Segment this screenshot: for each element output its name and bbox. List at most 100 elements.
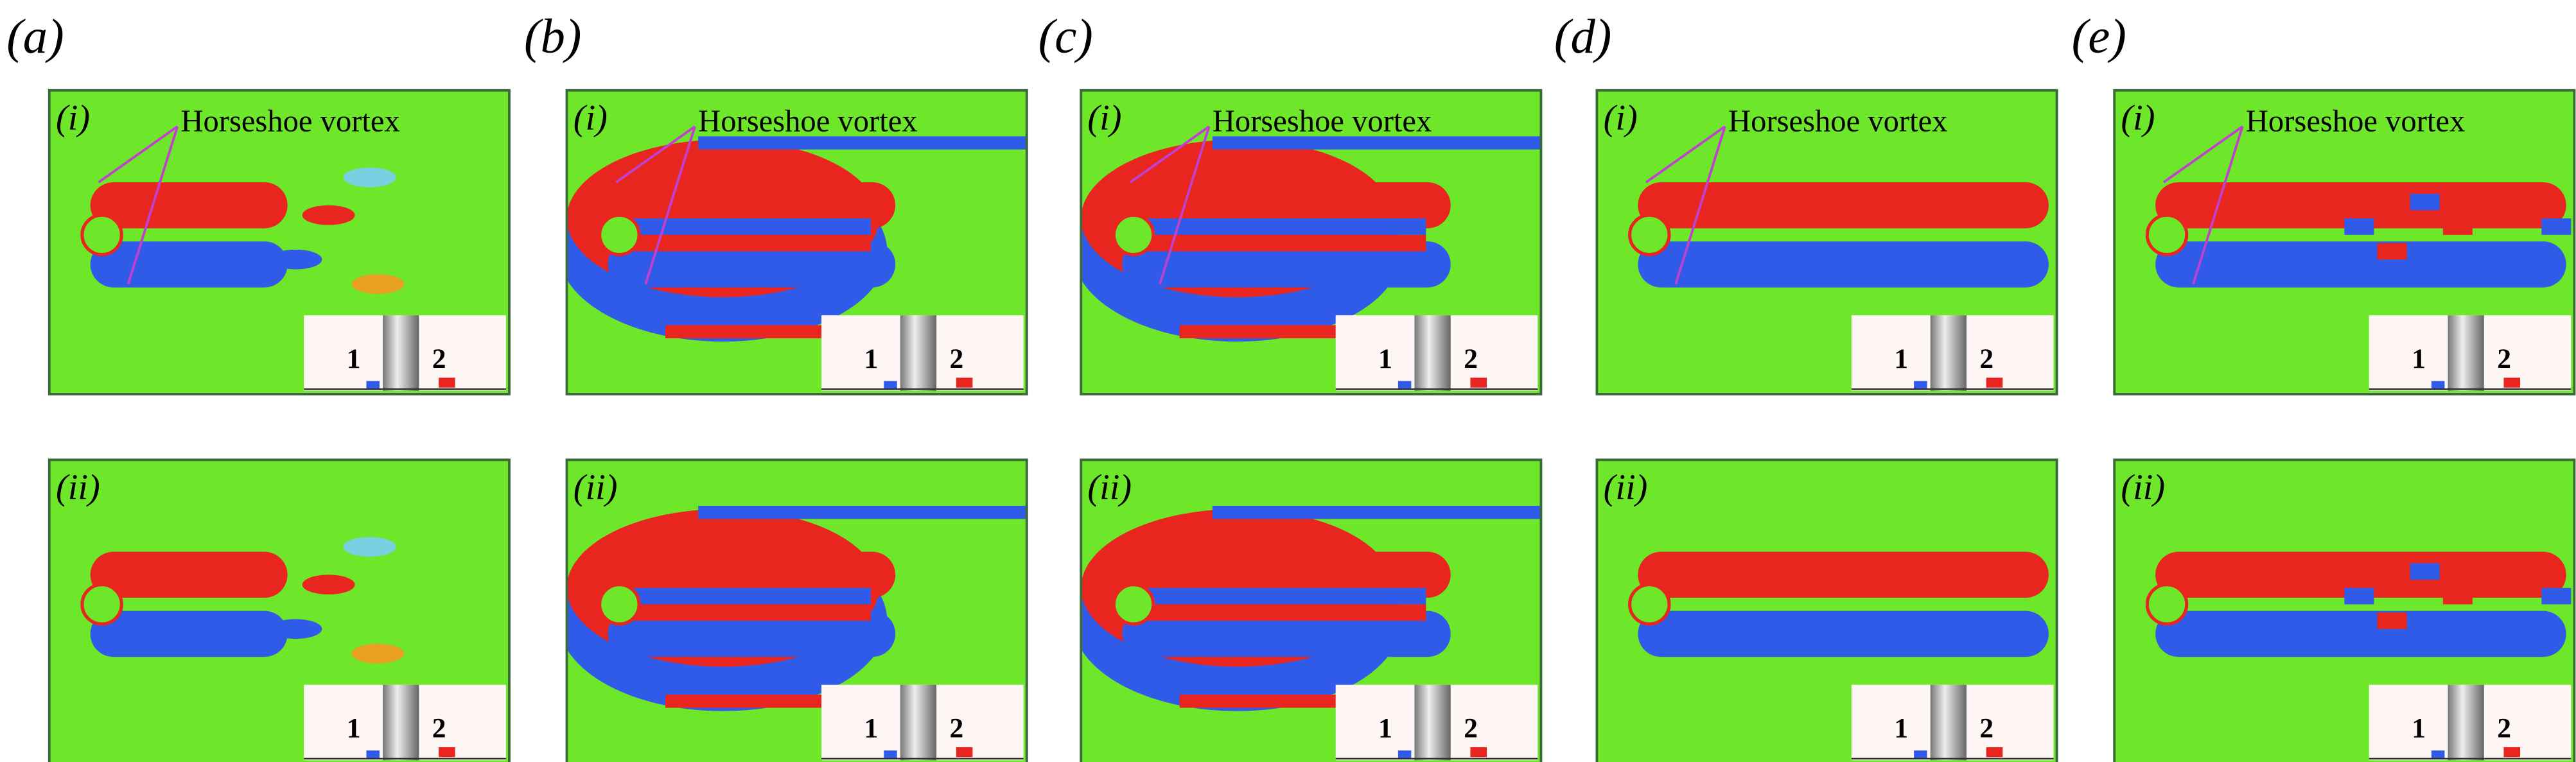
blue-wake (90, 610, 288, 657)
red-inner (1146, 234, 1426, 252)
blue-streak (1212, 136, 1541, 150)
blue-inner (1146, 218, 1426, 235)
cylinder (80, 213, 123, 257)
cylinder (598, 583, 641, 626)
inset-blue (2431, 750, 2445, 759)
cylinder (1628, 583, 1671, 626)
inset-label: 2 (950, 713, 964, 744)
inset-label: 1 (347, 713, 361, 744)
inset-blue (2431, 381, 2445, 390)
inset-cylinder (2448, 315, 2484, 391)
cylinder (1112, 213, 1155, 257)
red-wake (2155, 182, 2566, 229)
flow-panel: 1 2 (ii) (48, 458, 511, 762)
red-wake (90, 182, 288, 229)
blue-wake (608, 610, 896, 657)
turbulent-patch (2442, 218, 2473, 235)
flow-panel: 1 2(ii) (565, 458, 1028, 762)
annotation-arrow (1674, 126, 1726, 285)
inset-red (2503, 377, 2521, 388)
turbulent-patch (2509, 563, 2539, 580)
inset-red (1470, 747, 1487, 758)
inset-label: 2 (1464, 343, 1478, 374)
inset-red (438, 377, 455, 388)
vortex-blob (343, 537, 396, 557)
inset-blue (884, 381, 897, 390)
inset-cylinder (383, 315, 419, 391)
flow-field (566, 460, 1027, 762)
cylinder (598, 213, 641, 257)
red-wake (1122, 551, 1451, 598)
red-wake (1638, 551, 2049, 598)
cylinder (1628, 213, 1671, 257)
inset-label: 1 (1378, 713, 1392, 744)
cylinder (2145, 213, 2189, 257)
inset-red (956, 377, 973, 388)
red-wake (608, 182, 896, 229)
inset-label: 1 (1894, 343, 1908, 374)
panel-label: (d) (1554, 9, 1611, 64)
cylinder (80, 583, 123, 626)
turbulent-patch (2344, 587, 2374, 605)
panel-border (48, 458, 511, 762)
vortex-blob (269, 619, 322, 639)
inset-blue (1914, 381, 1927, 390)
annotation-arrow (98, 125, 179, 184)
red-inner (632, 234, 871, 252)
vortex-blob (302, 575, 355, 595)
turbulent-patch (2410, 563, 2440, 580)
blue-wake (90, 241, 288, 288)
panel-border (2113, 89, 2576, 395)
inset-red (1986, 377, 2003, 388)
inset-red (1986, 747, 2003, 758)
panel-border (1080, 458, 1543, 762)
inset-red (1470, 377, 1487, 388)
turbulent-patch (2475, 612, 2506, 629)
flow-panel: 1 2(ii) (1080, 458, 1543, 762)
turbulent-patch (2541, 218, 2572, 235)
turbulent-patch (2509, 193, 2539, 211)
inset-label: 1 (864, 713, 879, 744)
turbulent-patch (2442, 587, 2473, 605)
annotation-arrow (127, 126, 179, 285)
inset-cylinder (1930, 684, 1967, 761)
annotation-arrow (1645, 125, 1726, 184)
blue-wake (1122, 610, 1451, 657)
inset-label: 1 (2412, 343, 2426, 374)
turbulent-patch (2410, 193, 2440, 211)
row-label: (i) (1604, 98, 1638, 138)
inset-blue (1914, 750, 1927, 759)
blue-wake (608, 241, 896, 288)
flow-panel: 1 2(ii) (2113, 458, 2576, 762)
row-label: (i) (2121, 98, 2155, 138)
panel-border (48, 89, 511, 395)
turbulent-patch (2311, 193, 2342, 211)
inset-cylinder (1930, 315, 1967, 391)
panel-label: (b) (524, 9, 581, 64)
inset-blue (366, 381, 380, 390)
row-label: (i) (1087, 98, 1121, 138)
vortex-blob (351, 274, 405, 294)
turbulent-patch (2541, 587, 2572, 605)
row-label: (ii) (56, 468, 100, 508)
blue-streak (698, 136, 1027, 150)
turbulent-patch (2377, 612, 2407, 629)
inset-label: 2 (2497, 713, 2511, 744)
turbulent-patch (2475, 243, 2506, 260)
blue-streak (698, 505, 1027, 519)
inset-label: 2 (1464, 713, 1478, 744)
inset-cylinder (2448, 684, 2484, 761)
panel-border (1080, 89, 1543, 395)
blue-inner (632, 587, 871, 605)
inset-blue (1398, 750, 1412, 759)
turbulent-patch (2311, 563, 2342, 580)
inset-cylinder (383, 684, 419, 761)
blue-wake (1122, 241, 1451, 288)
row-label: (ii) (1604, 468, 1648, 508)
